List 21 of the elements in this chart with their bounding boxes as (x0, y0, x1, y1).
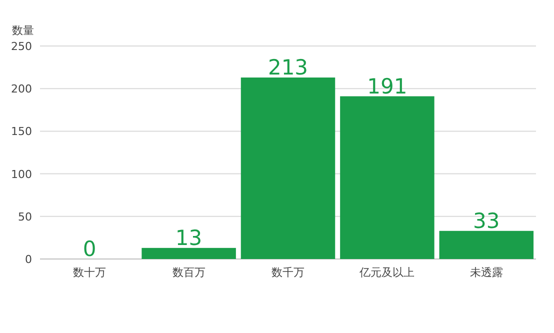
data-label: 0 (82, 237, 96, 261)
data-label: 213 (268, 56, 308, 80)
x-tick-label: 数千万 (272, 266, 304, 279)
y-tick-label: 50 (18, 210, 32, 224)
y-tick-label: 100 (11, 168, 32, 181)
bar (439, 230, 534, 259)
x-tick-label: 亿元及以上 (358, 266, 415, 279)
bar (240, 78, 336, 259)
y-tick-label: 200 (11, 82, 32, 96)
bar (142, 248, 236, 259)
x-tick-label: 数十万 (73, 266, 106, 279)
y-axis-title: 数量 (12, 24, 34, 37)
x-tick-label: 未透露 (470, 266, 503, 279)
bar (340, 96, 434, 259)
y-tick-label: 150 (11, 125, 32, 138)
data-label: 191 (367, 74, 408, 98)
data-label: 33 (473, 208, 500, 233)
x-tick-label: 数百万 (172, 266, 206, 279)
y-tick-label: 0 (25, 253, 32, 266)
data-label: 13 (175, 226, 202, 250)
y-tick-label: 250 (11, 40, 32, 53)
